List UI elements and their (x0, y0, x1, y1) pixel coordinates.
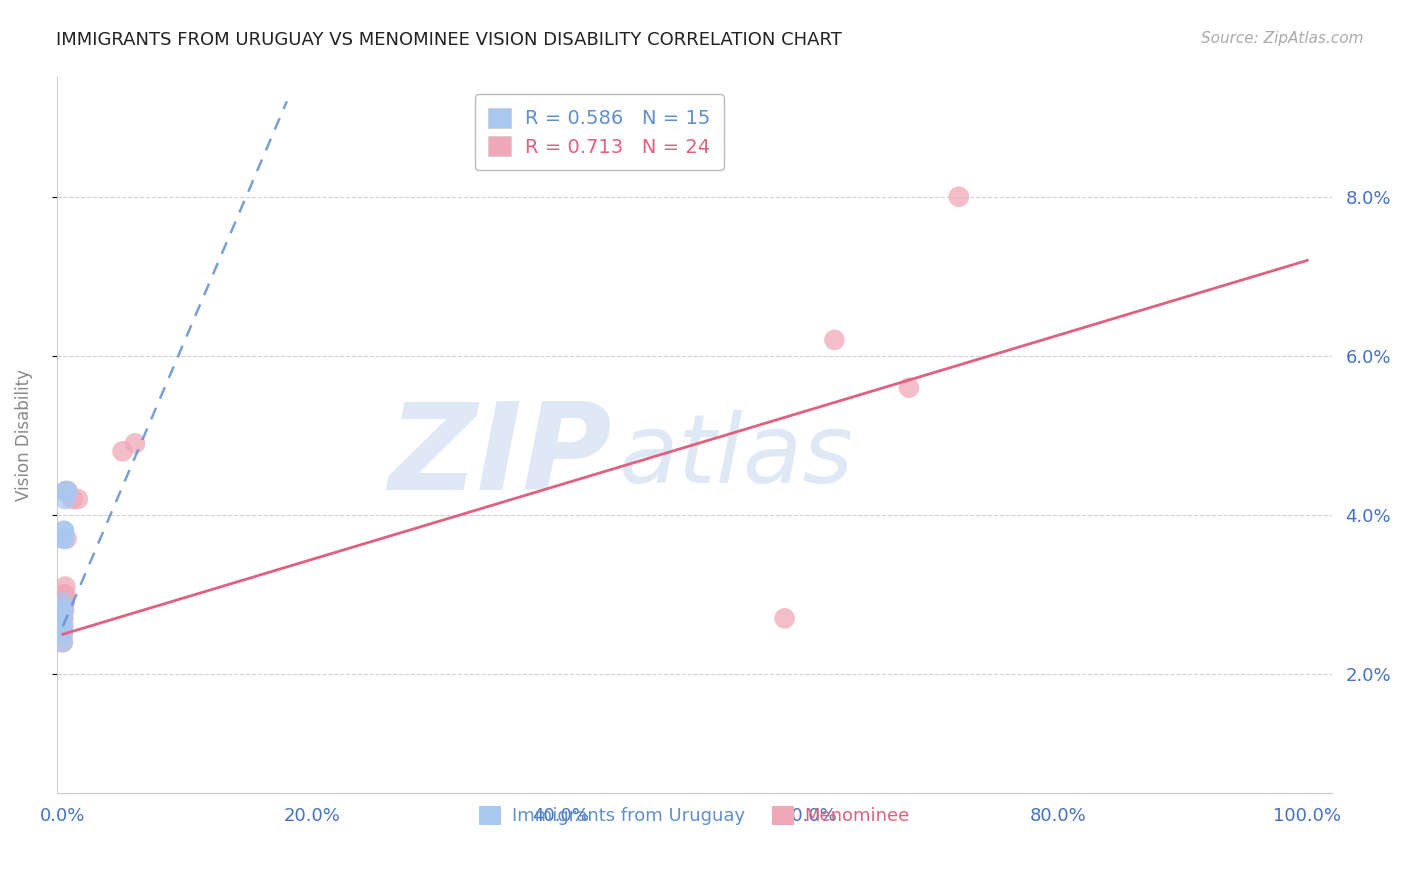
Text: IMMIGRANTS FROM URUGUAY VS MENOMINEE VISION DISABILITY CORRELATION CHART: IMMIGRANTS FROM URUGUAY VS MENOMINEE VIS… (56, 31, 842, 49)
Point (53, 595, 76, 609)
Point (111, 444, 134, 458)
Point (52, 619, 75, 633)
Point (52, 587, 75, 601)
Point (52, 611, 75, 625)
Point (52, 619, 75, 633)
Point (62, 491, 84, 506)
Point (55, 484, 77, 499)
Point (52, 611, 75, 625)
Point (52, 627, 75, 641)
Point (52, 603, 75, 617)
Legend: Immigrants from Uruguay, Menominee: Immigrants from Uruguay, Menominee (470, 797, 918, 834)
Y-axis label: Vision Disability: Vision Disability (15, 369, 32, 501)
Point (52, 524, 75, 538)
Point (52, 619, 75, 633)
Point (52, 595, 75, 609)
Point (53, 587, 76, 601)
Point (823, 333, 845, 347)
Point (53, 595, 76, 609)
Point (52, 587, 75, 601)
Point (53, 603, 76, 617)
Point (56, 484, 79, 499)
Point (124, 436, 146, 450)
Point (898, 381, 921, 395)
Text: Source: ZipAtlas.com: Source: ZipAtlas.com (1201, 31, 1364, 46)
Point (52, 603, 75, 617)
Point (53, 532, 76, 546)
Point (52, 627, 75, 641)
Point (53, 580, 76, 594)
Point (52, 611, 75, 625)
Point (52, 603, 75, 617)
Point (55, 484, 77, 499)
Point (773, 611, 796, 625)
Point (52, 635, 75, 649)
Point (52, 635, 75, 649)
Point (53, 524, 76, 538)
Point (948, 190, 970, 204)
Point (53, 491, 76, 506)
Text: atlas: atlas (617, 410, 853, 503)
Point (52, 532, 75, 546)
Point (56, 484, 79, 499)
Point (55, 532, 77, 546)
Point (66, 491, 89, 506)
Text: ZIP: ZIP (388, 399, 612, 516)
